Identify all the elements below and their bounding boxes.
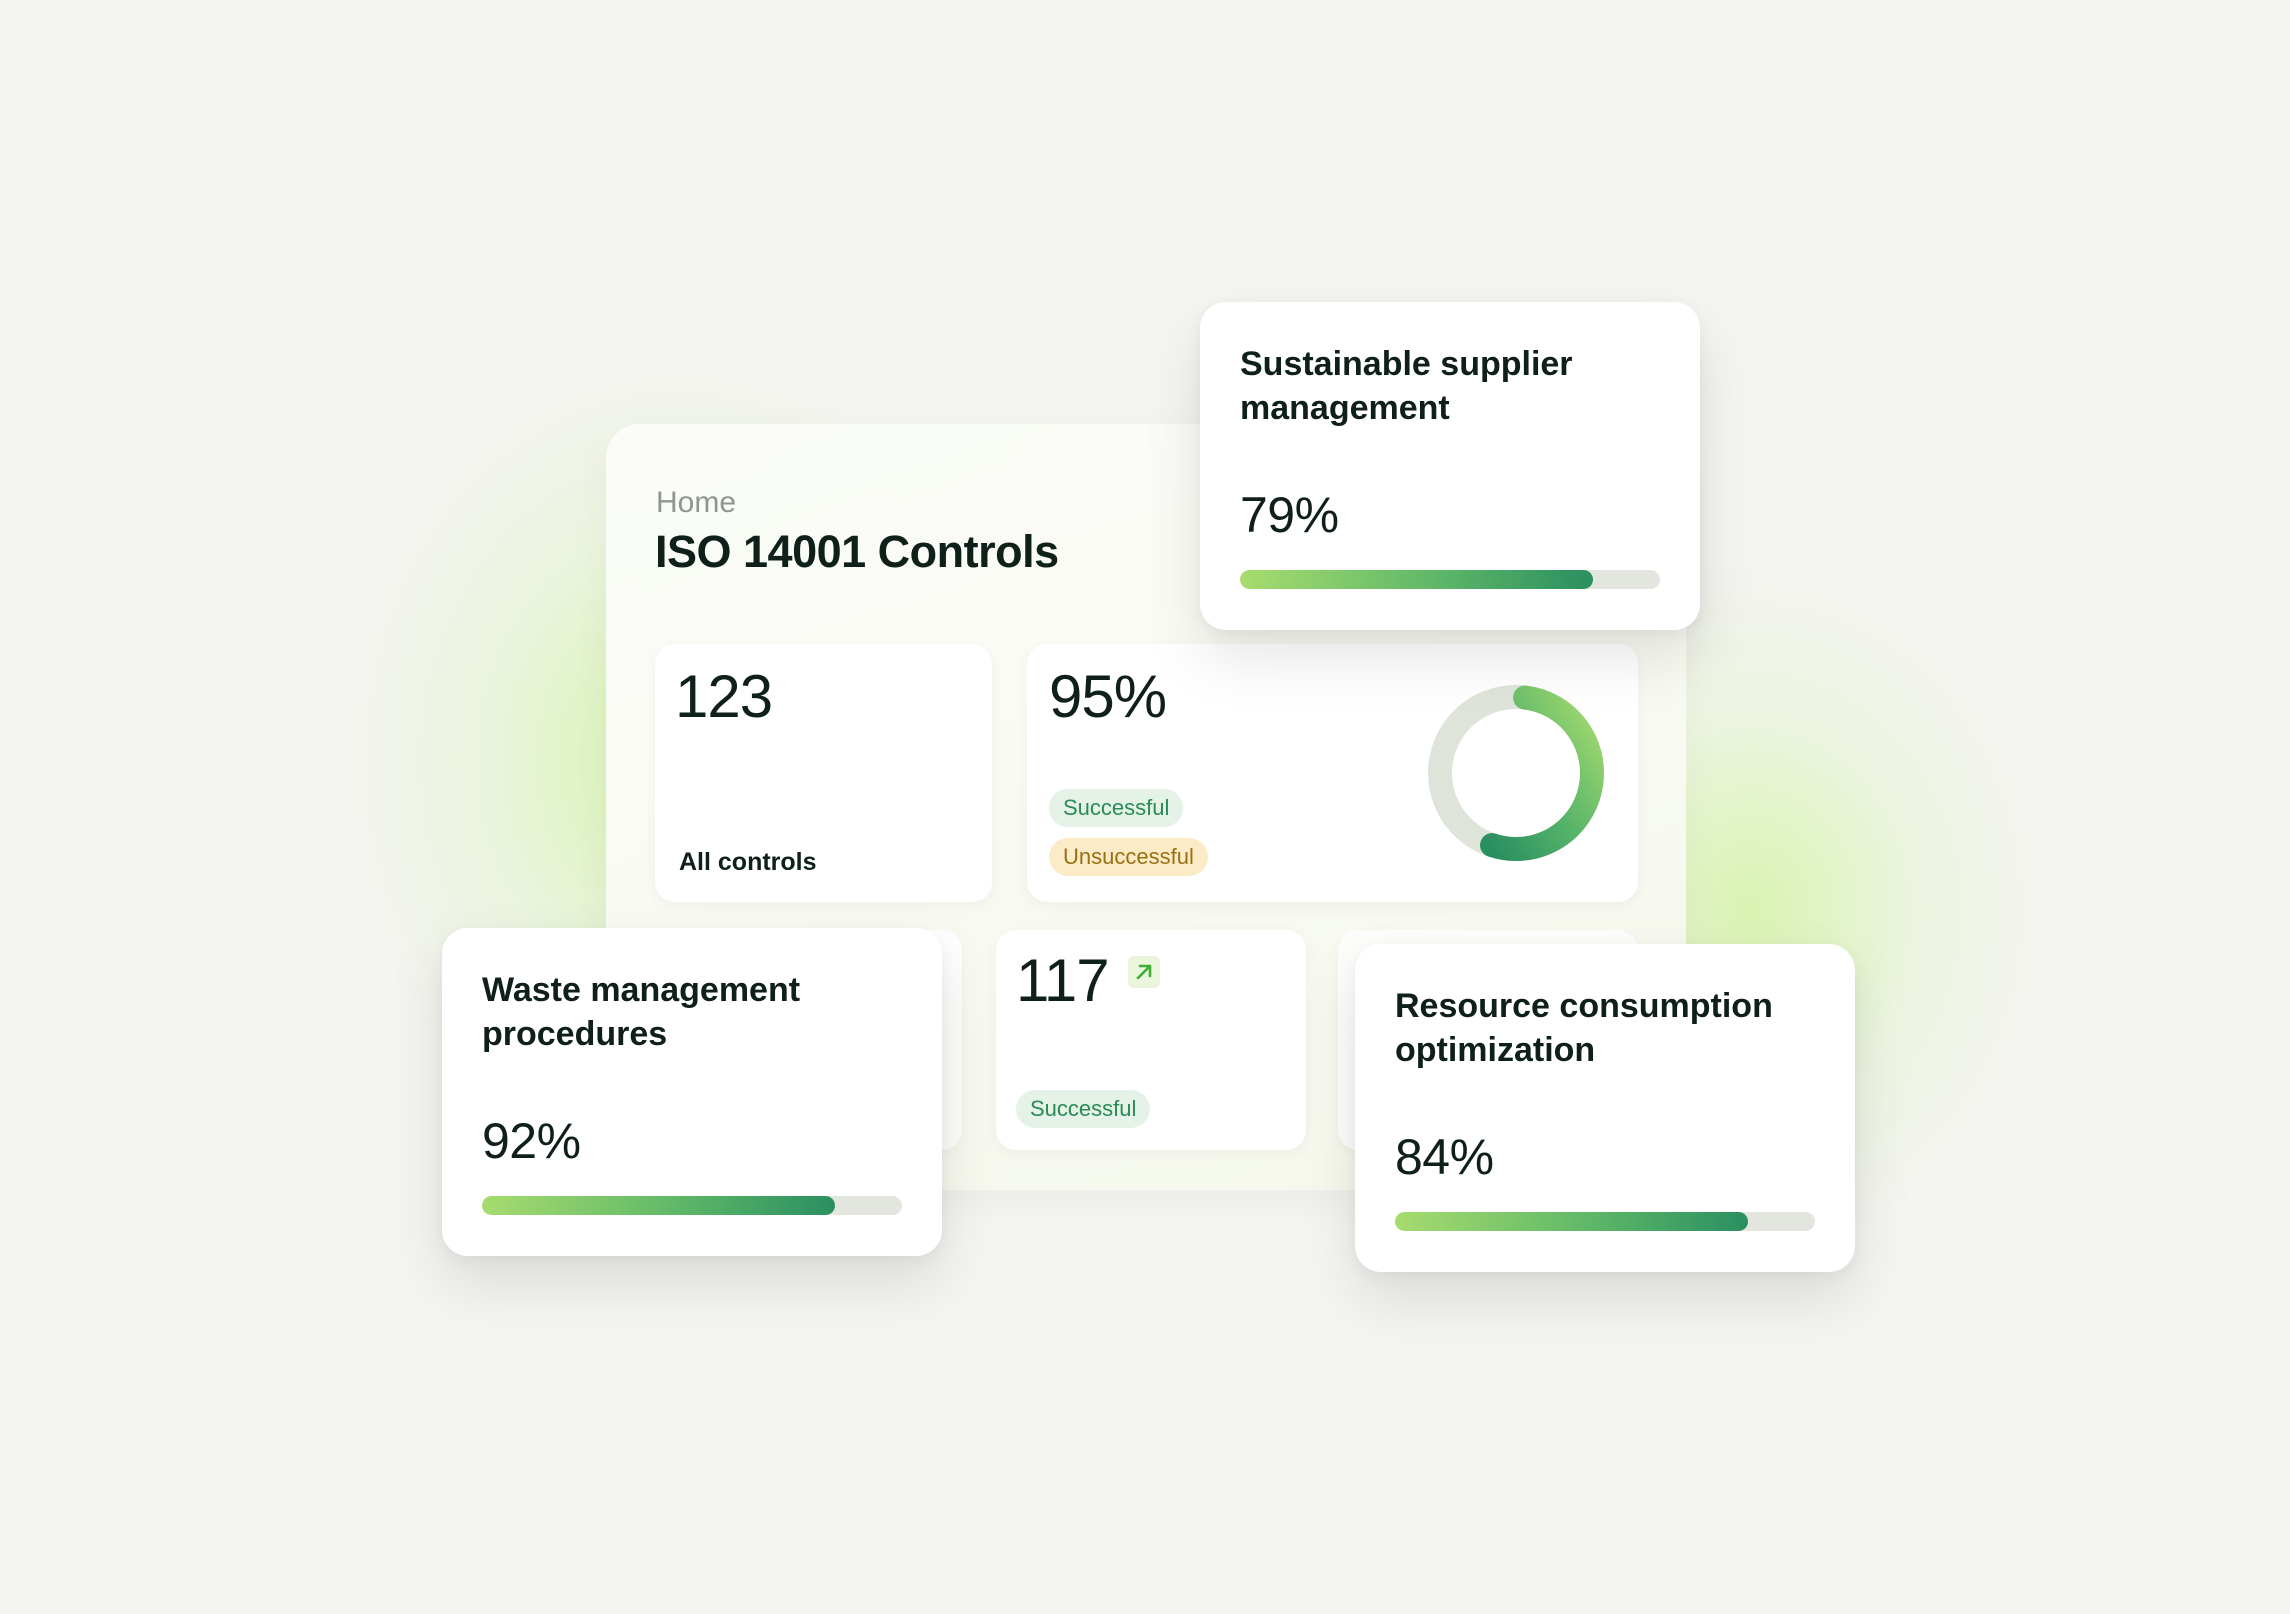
supplier-management-progress: [1240, 570, 1660, 589]
success-rate-card[interactable]: 95% Successful Unsuccessful: [1027, 644, 1638, 902]
supplier-management-card[interactable]: Sustainable supplier management 79%: [1200, 302, 1700, 630]
breadcrumb[interactable]: Home: [656, 486, 737, 519]
all-controls-label: All controls: [679, 848, 817, 876]
all-controls-card[interactable]: 123 All controls: [655, 644, 992, 902]
waste-management-card[interactable]: Waste management procedures 92%: [442, 928, 942, 1256]
resource-optimization-progress: [1395, 1212, 1815, 1231]
waste-management-title: Waste management procedures: [482, 971, 801, 1053]
successful-controls-card[interactable]: 117 Successful: [996, 930, 1306, 1150]
page-title: ISO 14001 Controls: [655, 526, 1059, 577]
arrow-up-right-icon: [1128, 956, 1160, 988]
supplier-management-percent: 79%: [1240, 487, 1339, 543]
resource-optimization-progress-fill: [1395, 1212, 1748, 1231]
waste-management-progress-fill: [482, 1196, 835, 1215]
success-rate-value: 95%: [1049, 663, 1167, 730]
successful-badge: Successful: [1016, 1090, 1151, 1128]
success-donut-chart: [1428, 685, 1604, 861]
resource-optimization-title: Resource consumption optimization: [1395, 987, 1773, 1069]
waste-management-progress: [482, 1196, 902, 1215]
waste-management-percent: 92%: [482, 1113, 581, 1169]
resource-optimization-card[interactable]: Resource consumption optimization 84%: [1355, 944, 1855, 1272]
supplier-management-progress-fill: [1240, 570, 1593, 589]
supplier-management-title: Sustainable supplier management: [1240, 345, 1573, 427]
unsuccessful-pill: Unsuccessful: [1049, 838, 1208, 876]
donut-success-arc: [1480, 685, 1604, 861]
successful-controls-count: 117: [1016, 947, 1110, 1014]
successful-pill: Successful: [1049, 789, 1184, 827]
all-controls-count: 123: [675, 663, 773, 730]
resource-optimization-percent: 84%: [1395, 1129, 1494, 1185]
